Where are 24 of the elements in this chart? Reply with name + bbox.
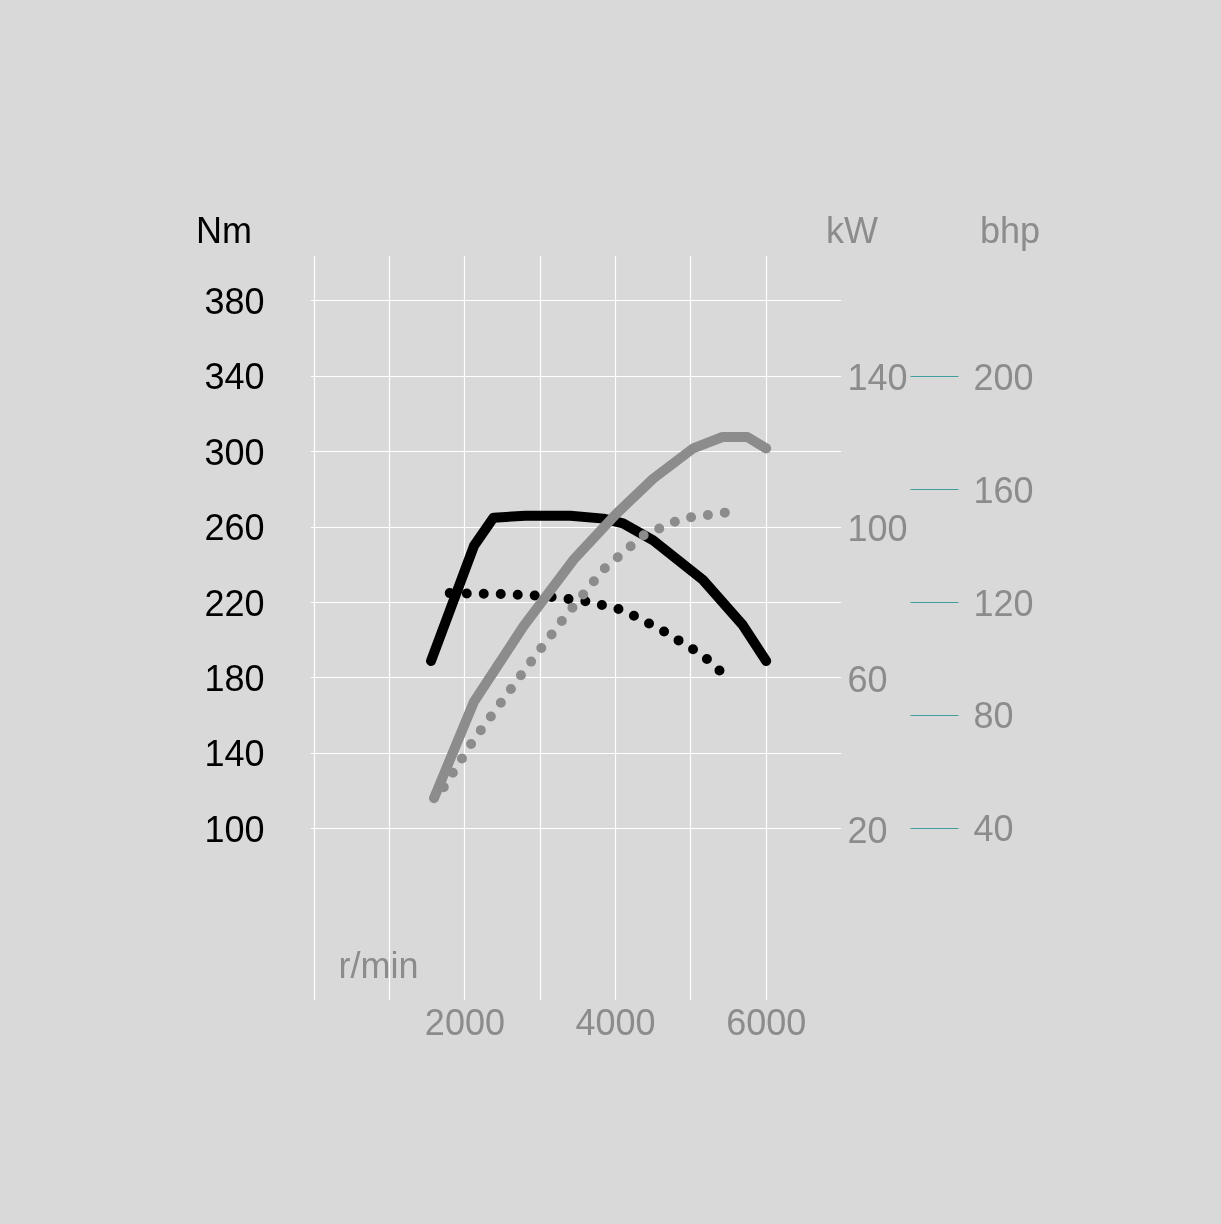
x-tick-label: 6000 [726, 1001, 807, 1043]
y3-tick-label: 160 [973, 469, 1034, 511]
y-tick-label: 140 [204, 733, 265, 775]
y2-tick-label: 100 [847, 507, 908, 549]
y2-axis-title: kW [826, 209, 878, 253]
y-tick-label: 220 [204, 582, 265, 624]
y3-tick-label: 200 [973, 356, 1034, 398]
x-tick-label: 4000 [575, 1001, 656, 1043]
y3-tick-label: 80 [973, 695, 1014, 737]
y-tick-label: 260 [204, 507, 265, 549]
y-tick-label: 300 [204, 431, 265, 473]
y3-tick-label: 120 [973, 582, 1034, 624]
x-tick-label: 2000 [424, 1001, 505, 1043]
y3-tick-label: 40 [973, 808, 1014, 850]
y3-axis-title: bhp [979, 209, 1040, 253]
y2-tick-label: 20 [847, 810, 888, 852]
y-tick-label: 340 [204, 356, 265, 398]
y-tick-label: 380 [204, 280, 265, 322]
y-tick-label: 180 [204, 657, 265, 699]
y-axis-title: Nm [196, 209, 252, 253]
y2-tick-label: 140 [847, 356, 908, 398]
x-axis-title: r/min [338, 945, 419, 986]
y2-tick-label: 60 [847, 659, 888, 701]
y-tick-label: 100 [204, 808, 265, 850]
